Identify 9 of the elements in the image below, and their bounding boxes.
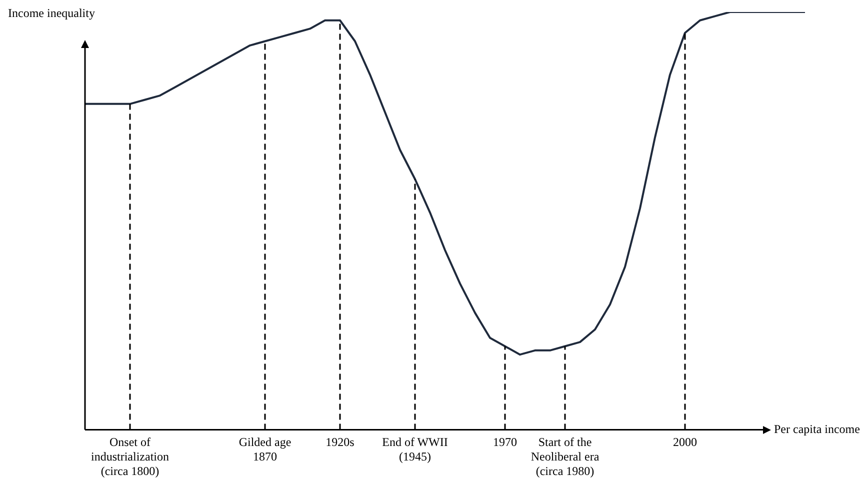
x-tick-label: Gilded age 1870 — [238, 435, 292, 464]
x-tick-label: Onset of industrialization (circa 1800) — [91, 435, 169, 478]
x-axis-title: Per capita income — [774, 422, 860, 436]
x-tick-label: 2000 — [673, 435, 697, 450]
x-tick-label: 1920s — [326, 435, 355, 450]
y-axis-title: Income inequality — [8, 6, 95, 20]
x-tick-label: End of WWII (1945) — [382, 435, 448, 464]
x-tick-label: Start of the Neoliberal era (circa 1980) — [530, 435, 600, 478]
x-tick-label: 1970 — [493, 435, 517, 450]
